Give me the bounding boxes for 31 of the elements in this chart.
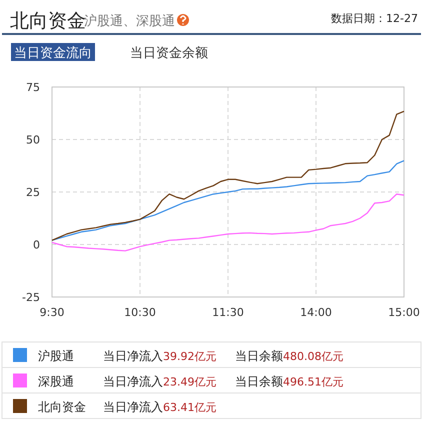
x-tick-label: 10:30 [124,306,156,319]
text: 当日余额 [235,374,283,388]
y-tick-label: 0 [33,238,40,252]
chart-subtitle: 沪股通、深股通 [84,13,175,29]
text: 当日净流入 [103,400,163,414]
text: 当日资金流向 [14,45,92,61]
text: 23.49亿元 [163,376,216,388]
text: 63.41亿元 [163,401,216,414]
line-series [51,110,405,241]
legend-label: 北向资金 [38,400,86,414]
text: 当日资金余额 [130,46,208,61]
text: 当日余额 [235,349,283,363]
x-tick-label: 11:30 [212,306,244,319]
line-series [51,160,405,241]
text: 39.92亿元 [163,350,216,363]
x-tick-label: 9:30 [40,306,64,319]
y-tick-label: 25 [26,186,40,199]
x-tick-label: 14:00 [300,306,332,319]
chart-title: 北向资金 [10,10,86,32]
text: 496.51亿元 [283,376,344,388]
x-tick-label: 15:00 [388,306,420,319]
y-tick-label: -25 [22,291,40,304]
line-series [51,194,405,252]
y-tick-label: 75 [26,81,40,94]
text: 当日净流入 [103,349,163,363]
text: 当日净流入 [103,374,163,388]
legend-label: 沪股通 [38,349,74,363]
legend-label: 深股通 [38,374,74,388]
y-tick-label: 50 [26,134,40,146]
text: 480.08亿元 [283,350,344,363]
text: 数据日期：12-27 [331,12,418,25]
